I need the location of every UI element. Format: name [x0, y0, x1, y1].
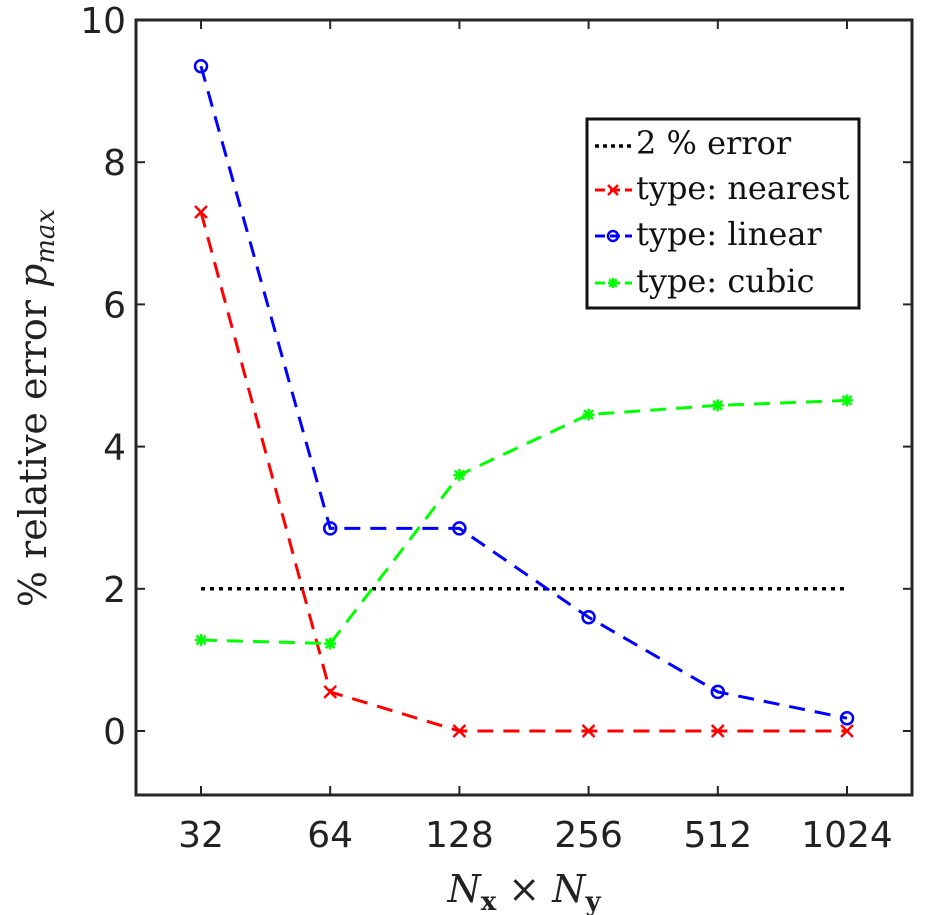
series-line-cubic [200, 398, 848, 646]
y-tick-label-8: 8 [103, 143, 126, 184]
legend-marker-nearest [607, 184, 619, 196]
x-axis-var: N [446, 867, 482, 911]
point-cubic-128-d2 [454, 469, 465, 481]
point-cubic-128 [453, 469, 466, 482]
point-linear-1024 [839, 710, 855, 726]
plot-layer [193, 58, 855, 738]
x-axis-sub-x: x [481, 887, 497, 915]
y-axis-sub: max [31, 209, 61, 264]
y-tick-label-6: 6 [103, 285, 126, 326]
y-axis-text: % relative error [11, 288, 55, 607]
point-nearest-256-stroke-b [581, 724, 596, 738]
y-axis-var: p [11, 264, 55, 288]
x-axis-sub-y: y [584, 887, 601, 915]
point-nearest-1024 [840, 724, 854, 738]
point-cubic-32-d2 [195, 634, 207, 646]
point-nearest-32-stroke-b [194, 205, 208, 219]
point-linear-64 [322, 521, 338, 536]
point-nearest-256 [581, 724, 596, 738]
ticks-layer: 0 2 4 6 8 10 32 64 128 256 512 1024 [80, 1, 912, 856]
legend: 2 % error type: nearest type: linear typ… [585, 117, 861, 310]
point-nearest-64 [323, 685, 338, 699]
legend-label-linear: type: linear [636, 215, 822, 253]
point-nearest-1024-stroke-b [840, 724, 854, 738]
point-nearest-128 [452, 724, 467, 738]
legend-marker-linear [606, 229, 620, 243]
point-nearest-128-stroke-b [452, 724, 467, 738]
x-tick-label-128: 128 [425, 815, 494, 856]
point-nearest-512 [710, 724, 725, 738]
y-tick-label-2: 2 [103, 570, 126, 611]
point-cubic-32 [195, 634, 207, 646]
point-cubic-1024 [841, 394, 853, 407]
legend-box [585, 117, 861, 310]
plot-frame [134, 18, 914, 797]
legend-label-cubic: type: cubic [636, 262, 814, 300]
point-linear-32 [193, 58, 209, 74]
point-nearest-64-stroke-b [323, 685, 338, 699]
x-axis-title: Nx × Ny [446, 867, 601, 915]
point-nearest-32 [194, 205, 208, 219]
point-nearest-512-stroke-b [710, 724, 725, 738]
y-axis-title: % relative error pmax [11, 209, 61, 608]
x-tick-label-1024: 1024 [801, 815, 893, 856]
point-cubic-512-d2 [712, 399, 724, 411]
x-tick-label-32: 32 [178, 815, 224, 856]
point-cubic-64-d2 [324, 638, 336, 649]
series-line-nearest [199, 211, 847, 733]
y-tick-label-10: 10 [80, 1, 126, 42]
point-linear-256 [581, 609, 596, 625]
x-tick-label-512: 512 [683, 815, 752, 856]
legend-marker-cubic-d2 [608, 278, 618, 288]
point-linear-512 [710, 684, 726, 700]
point-cubic-512 [711, 399, 724, 412]
legend-label-nearest: type: nearest [636, 169, 850, 207]
point-cubic-1024-d2 [841, 395, 853, 406]
point-cubic-256-d2 [583, 409, 594, 420]
legend-label-threshold: 2 % error [636, 124, 792, 162]
x-tick-label-256: 256 [554, 815, 623, 856]
legend-marker-cubic [608, 278, 618, 288]
x-axis-times: × [496, 867, 552, 911]
point-cubic-256 [582, 408, 595, 421]
point-linear-128 [452, 521, 467, 536]
x-axis-var-2: N [551, 867, 587, 911]
point-cubic-64 [324, 637, 337, 650]
legend-samples [595, 144, 632, 288]
legend-marker-nearest-stroke-b [607, 184, 619, 196]
y-tick-label-4: 4 [103, 428, 126, 469]
y-tick-label-0: 0 [103, 712, 126, 753]
x-tick-label-64: 64 [307, 815, 353, 856]
series-line-linear [199, 65, 848, 720]
